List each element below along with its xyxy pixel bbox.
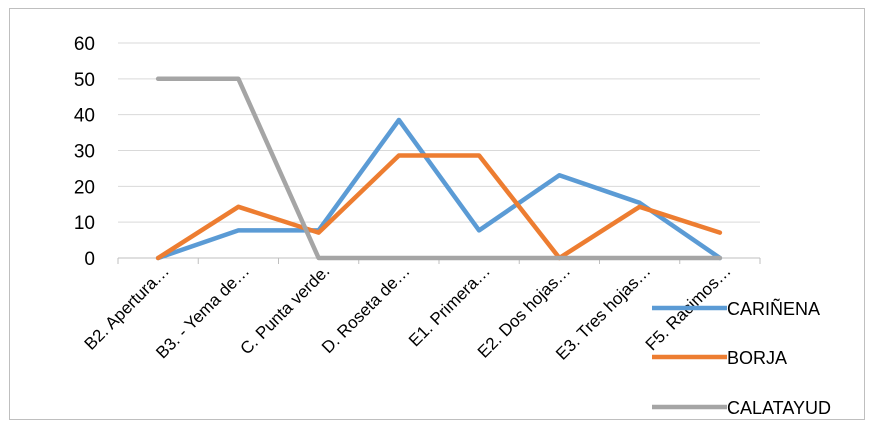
legend-label: CALATAYUD (727, 398, 831, 418)
series-line-3 (155, 76, 723, 261)
series-line-2 (155, 153, 723, 261)
y-tick-label: 10 (74, 213, 95, 234)
chart-frame (9, 8, 865, 420)
gridlines (118, 42, 760, 223)
x-tick-label: B2. Apertura… (81, 261, 173, 353)
y-tick-label: 20 (74, 177, 95, 198)
y-tick-label: 50 (74, 70, 95, 91)
x-tick-label: E1. Primera… (405, 261, 494, 350)
y-tick-label: 60 (74, 34, 95, 55)
series-lines (155, 76, 723, 261)
legend-label: CARIÑENA (727, 298, 820, 319)
legend-label: BORJA (727, 348, 787, 368)
y-tick-label: 40 (74, 106, 95, 127)
y-tick-label: 0 (84, 249, 95, 270)
y-tick-labels: 0 10 20 30 40 50 60 (74, 34, 95, 270)
y-tick-label: 30 (74, 142, 95, 163)
x-tick-labels: B2. Apertura…B3. - Yema de…C. Punta verd… (81, 261, 735, 363)
series-line-1 (155, 117, 723, 261)
legend: CARIÑENA BORJA CALATAYUD (652, 298, 831, 418)
